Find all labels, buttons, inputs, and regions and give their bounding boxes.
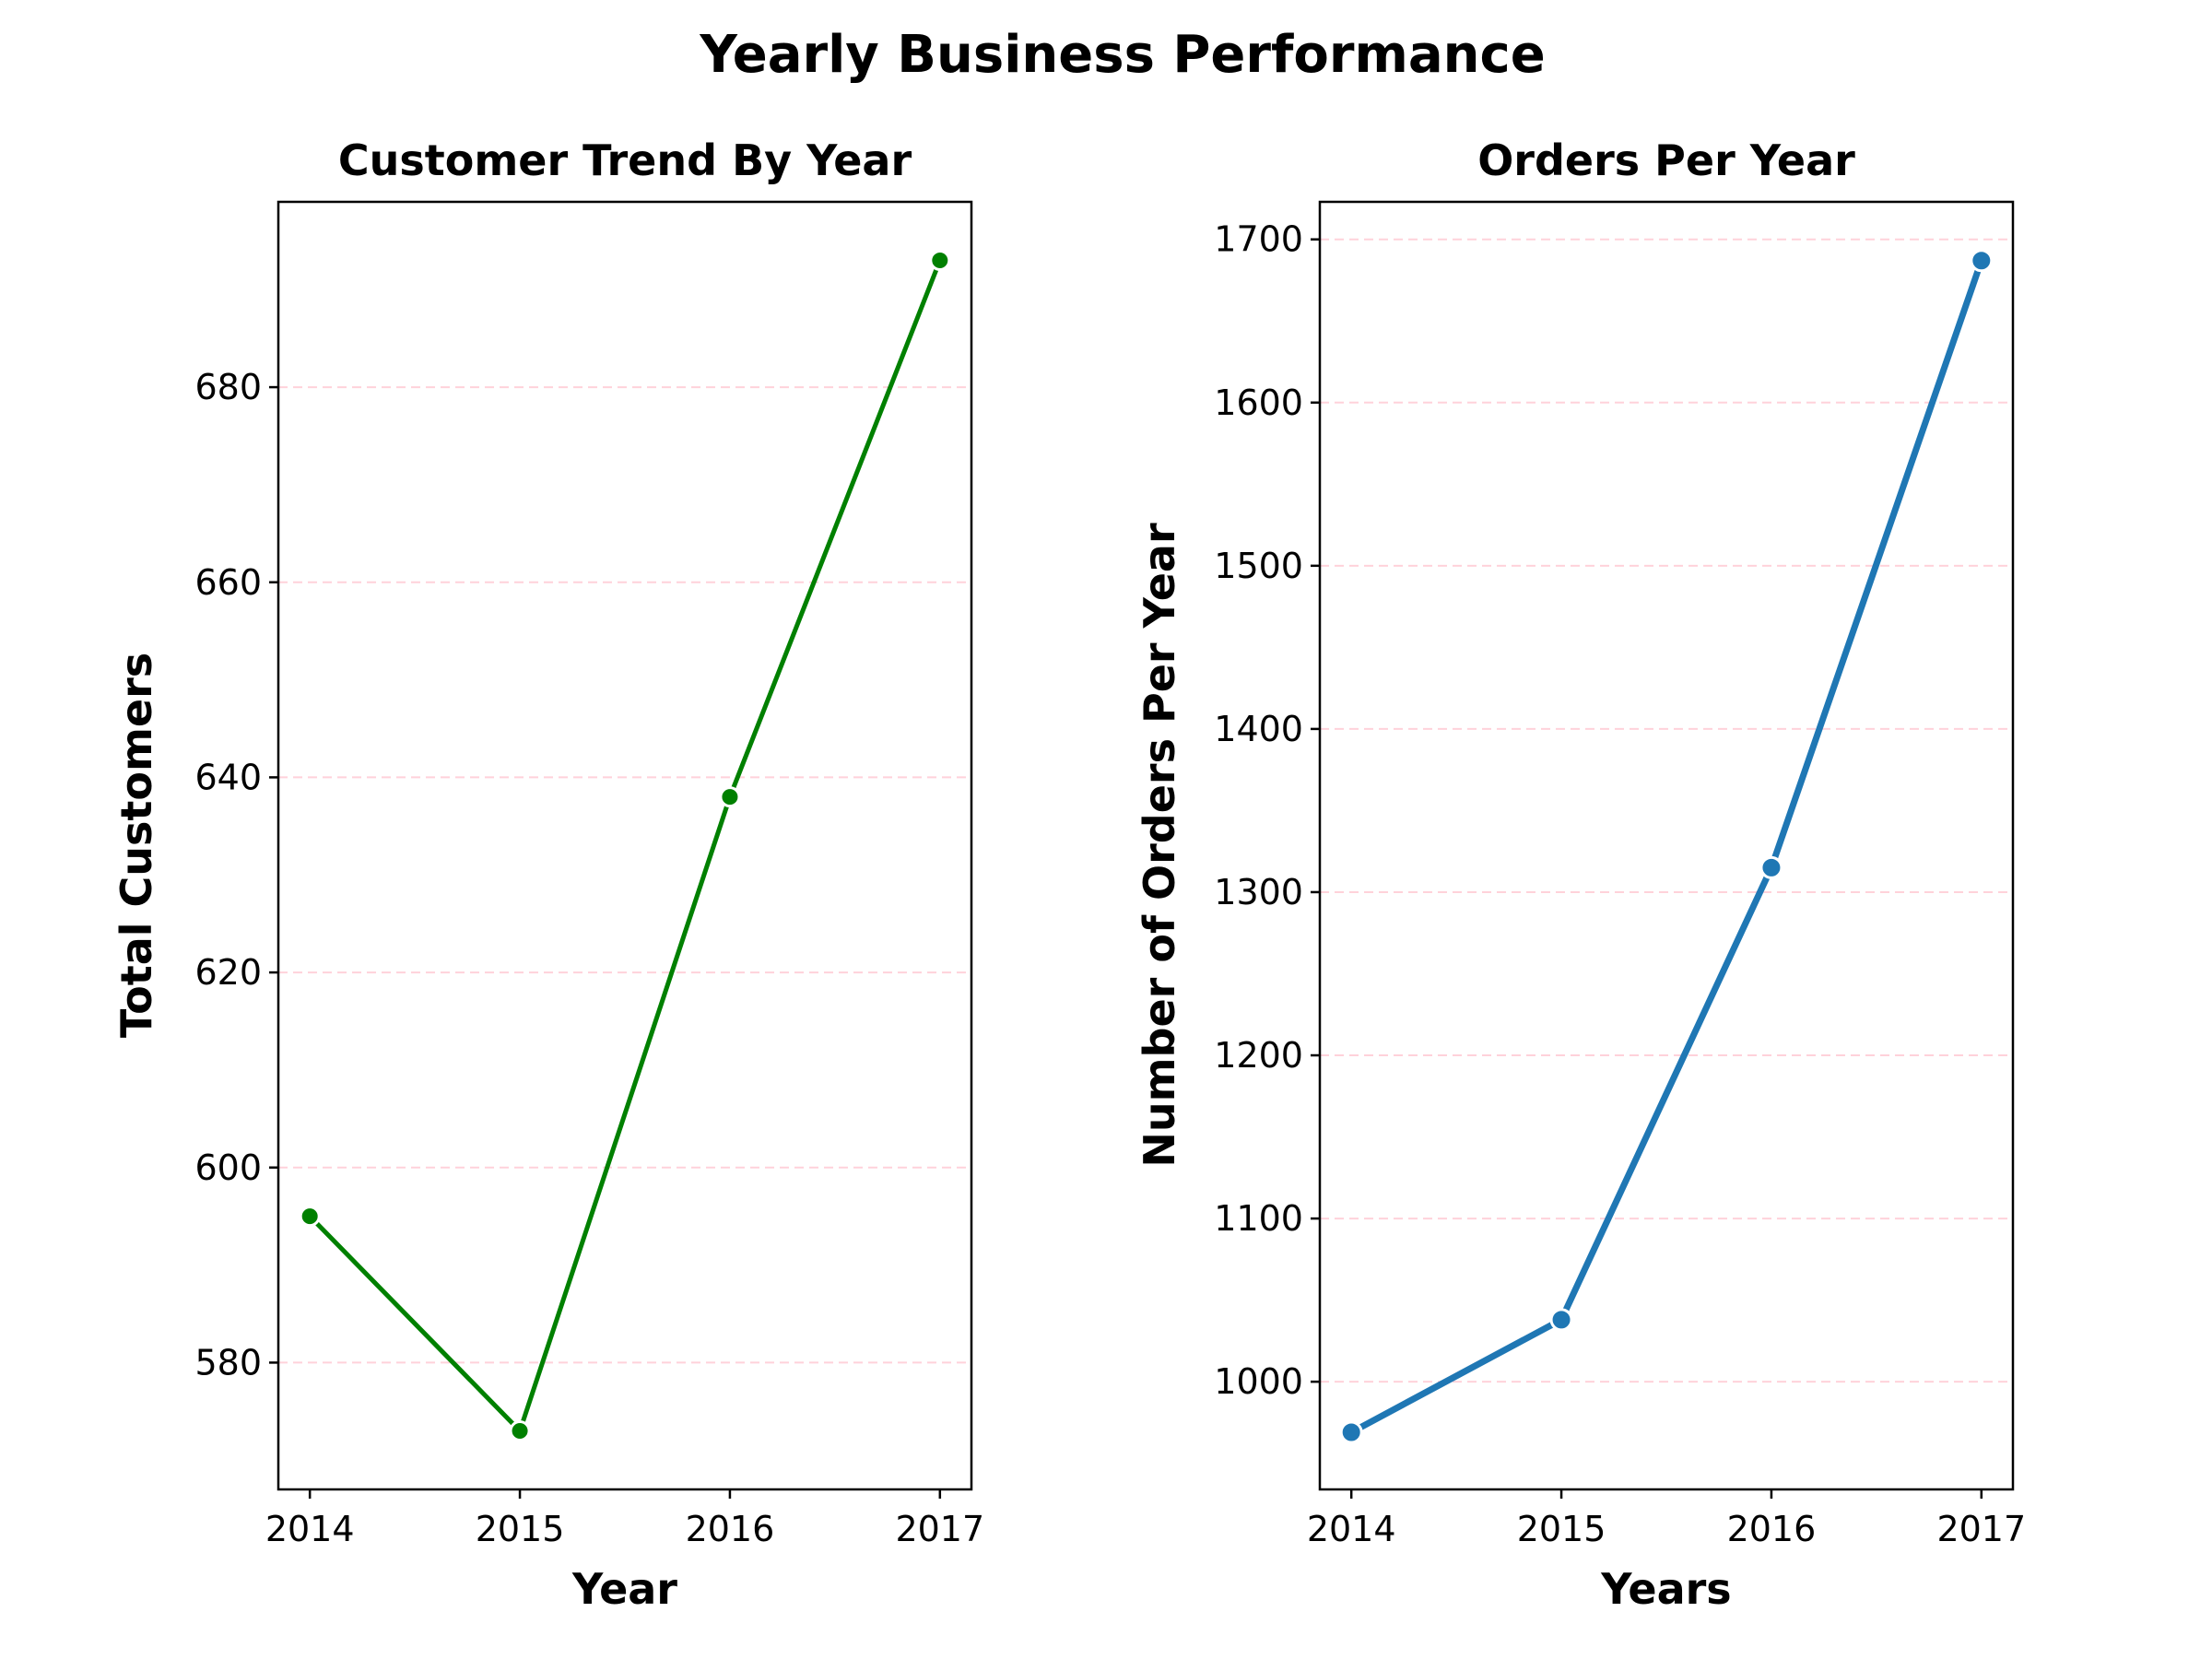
orders-grid-lines [1320, 238, 2013, 1383]
orders-y-tick-label: 1400 [1214, 709, 1303, 749]
orders-y-tick-label: 1100 [1214, 1198, 1303, 1239]
customer-data-point [509, 1420, 531, 1441]
customer-plot-frame [276, 200, 973, 1491]
orders-data-point [1970, 249, 1994, 273]
customer-x-tick-label: 2015 [476, 1509, 565, 1549]
customer-chart-title: Customer Trend By Year [338, 135, 912, 185]
customer-x-tick-label: 2014 [265, 1509, 355, 1549]
customer-y-tick-label: 620 [194, 952, 262, 993]
orders-data-point [1339, 1420, 1363, 1444]
customer-y-tick-label: 680 [194, 367, 262, 407]
orders-chart-title: Orders Per Year [1477, 135, 1855, 185]
customer-x-ticks: 2014 2015 2016 2017 [265, 1489, 984, 1549]
orders-x-ticks: 2014 2015 2016 2017 [1307, 1489, 2026, 1549]
customer-y-tick-label: 580 [194, 1342, 262, 1382]
orders-x-tick-label: 2014 [1307, 1509, 1396, 1549]
customer-y-axis-label: Total Customers [112, 653, 161, 1038]
customer-trend-chart: 580 600 620 640 660 680 2014 2015 2016 2017 Cust… [112, 135, 984, 1614]
orders-series-path [1349, 259, 1985, 1436]
customer-y-ticks: 580 600 620 640 660 680 [194, 367, 278, 1382]
orders-x-axis-label: Years [1600, 1564, 1731, 1614]
orders-x-tick-label: 2016 [1727, 1509, 1817, 1549]
customer-data-point [299, 1206, 321, 1228]
figure-suptitle: Yearly Business Performance [699, 25, 1545, 85]
orders-y-tick-label: 1000 [1214, 1361, 1303, 1402]
orders-plot-frame [1318, 200, 2015, 1491]
orders-data-point [1549, 1308, 1573, 1332]
orders-y-tick-label: 1700 [1214, 219, 1303, 260]
customer-x-tick-label: 2017 [895, 1509, 984, 1549]
customer-x-tick-label: 2016 [686, 1509, 775, 1549]
orders-y-ticks: 1000 1100 1200 1300 1400 1500 1600 1700 [1214, 219, 1320, 1402]
customer-series-line [299, 250, 951, 1441]
orders-data-point [1759, 855, 1783, 879]
customer-grid-lines [278, 386, 971, 1364]
customer-y-tick-label: 640 [194, 757, 262, 797]
customer-data-point [929, 250, 951, 271]
orders-y-tick-label: 1500 [1214, 546, 1303, 586]
orders-y-tick-label: 1300 [1214, 872, 1303, 912]
customer-y-tick-label: 600 [194, 1147, 262, 1188]
orders-y-tick-label: 1200 [1214, 1035, 1303, 1076]
orders-y-axis-label: Number of Orders Per Year [1135, 523, 1184, 1168]
orders-x-tick-label: 2015 [1517, 1509, 1606, 1549]
orders-x-tick-label: 2017 [1936, 1509, 2026, 1549]
orders-y-tick-label: 1600 [1214, 382, 1303, 423]
customer-x-axis-label: Year [571, 1564, 677, 1614]
customer-series-path [308, 259, 943, 1433]
orders-series-line [1339, 249, 1994, 1444]
customer-data-point [719, 786, 741, 808]
customer-y-tick-label: 660 [194, 562, 262, 603]
